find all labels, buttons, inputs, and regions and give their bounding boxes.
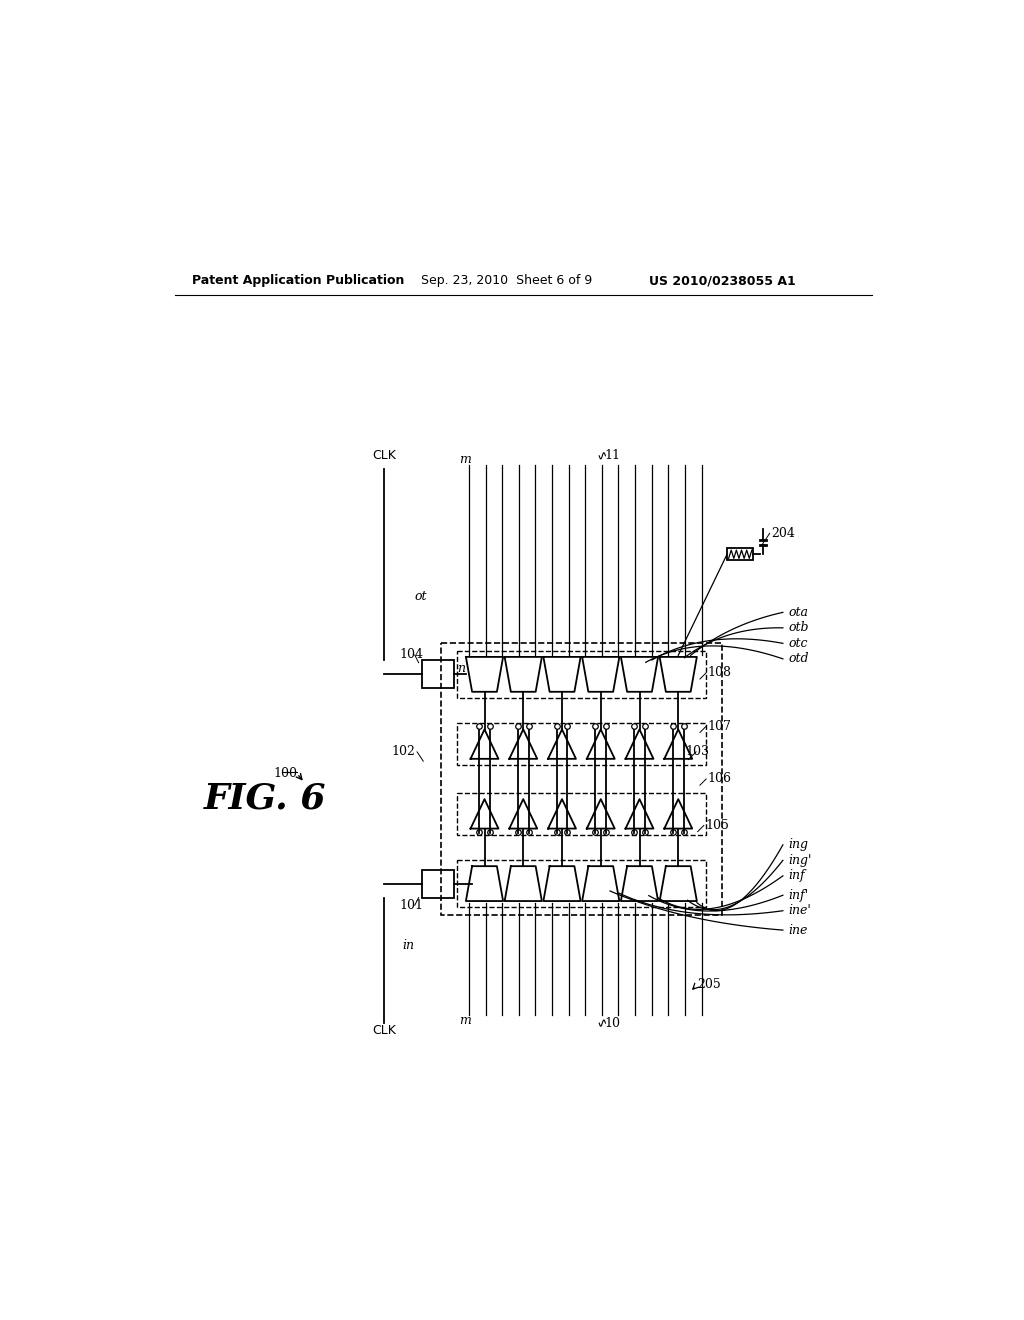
Text: FIG. 6: FIG. 6 bbox=[204, 781, 327, 816]
Text: ine: ine bbox=[788, 924, 808, 937]
Text: 101: 101 bbox=[399, 899, 423, 912]
Text: otc: otc bbox=[788, 636, 808, 649]
Text: ota: ota bbox=[788, 606, 808, 619]
Text: ing': ing' bbox=[788, 854, 812, 867]
Text: in: in bbox=[402, 939, 415, 952]
Text: 102: 102 bbox=[391, 746, 415, 759]
Bar bbox=[457, 793, 707, 834]
Text: Sep. 23, 2010  Sheet 6 of 9: Sep. 23, 2010 Sheet 6 of 9 bbox=[421, 275, 592, 288]
Text: 204: 204 bbox=[771, 527, 795, 540]
Text: 104: 104 bbox=[399, 648, 423, 661]
Text: 103: 103 bbox=[686, 746, 710, 759]
Bar bbox=[457, 859, 707, 907]
Text: US 2010/0238055 A1: US 2010/0238055 A1 bbox=[649, 275, 796, 288]
Text: 205: 205 bbox=[697, 978, 721, 991]
Text: m: m bbox=[459, 1014, 471, 1027]
Bar bbox=[422, 870, 455, 898]
Text: inf: inf bbox=[788, 870, 805, 882]
Bar bbox=[422, 660, 455, 688]
Bar bbox=[457, 651, 707, 698]
Text: ine': ine' bbox=[788, 904, 811, 917]
Text: 106: 106 bbox=[708, 772, 732, 785]
Bar bbox=[441, 643, 722, 915]
Text: CLK: CLK bbox=[372, 1024, 395, 1038]
Text: otb: otb bbox=[788, 622, 809, 635]
Bar bbox=[457, 723, 707, 766]
Text: 11: 11 bbox=[604, 449, 621, 462]
Text: 105: 105 bbox=[706, 818, 729, 832]
Text: inf': inf' bbox=[788, 888, 808, 902]
Text: ing: ing bbox=[788, 838, 808, 851]
Text: Patent Application Publication: Patent Application Publication bbox=[191, 275, 403, 288]
Text: 107: 107 bbox=[708, 719, 731, 733]
Text: n: n bbox=[457, 661, 465, 675]
Text: ot: ot bbox=[415, 590, 427, 603]
Text: 100: 100 bbox=[273, 767, 298, 780]
Text: m: m bbox=[459, 453, 471, 466]
Text: 108: 108 bbox=[708, 667, 732, 680]
Text: 10: 10 bbox=[604, 1016, 621, 1030]
Text: CLK: CLK bbox=[372, 449, 395, 462]
Text: otd: otd bbox=[788, 652, 809, 665]
Bar bbox=[727, 548, 754, 561]
